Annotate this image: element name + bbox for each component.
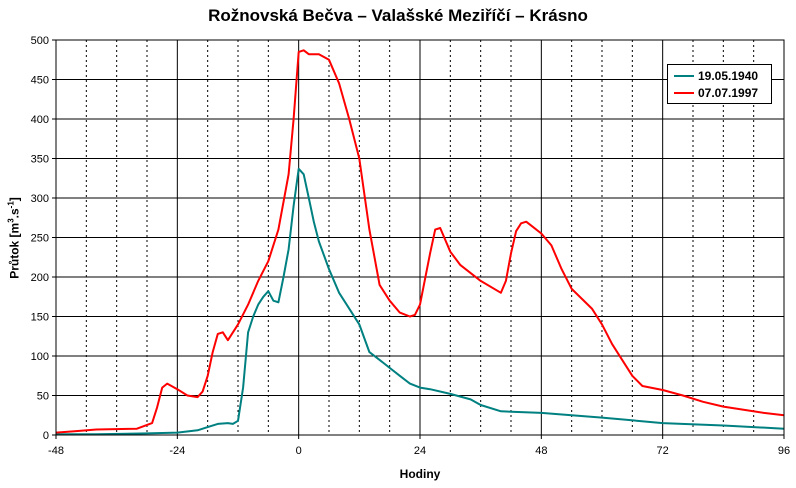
x-tick-label: -48 xyxy=(48,445,64,457)
y-tick-label: 450 xyxy=(31,75,49,87)
legend: 19.05.1940 07.07.1997 xyxy=(667,64,772,104)
series-line-0 xyxy=(56,167,785,436)
x-tick-label: -24 xyxy=(169,445,185,457)
x-tick-label: 72 xyxy=(657,445,669,457)
legend-item-1997: 07.07.1997 xyxy=(674,85,758,101)
y-tick-label: 500 xyxy=(31,35,49,47)
x-axis-label: Hodiny xyxy=(399,467,441,481)
series-layer xyxy=(55,49,785,436)
y-tick-label: 150 xyxy=(31,312,49,324)
y-axis-label: Průtok [m3.s-1] xyxy=(6,197,22,279)
chart-title: Rožnovská Bečva – Valašské Meziříčí – Kr… xyxy=(208,6,588,25)
axes xyxy=(52,39,785,439)
y-tick-label: 50 xyxy=(37,391,49,403)
tick-labels: 0 50 100 150 200 250 300 350 400 450 500 -48 -24 0 24 4… xyxy=(31,35,790,457)
legend-label-1997: 07.07.1997 xyxy=(698,86,759,100)
legend-label-1940: 19.05.1940 xyxy=(698,69,759,83)
series-line-1 xyxy=(55,49,785,434)
legend-item-1940: 19.05.1940 xyxy=(674,68,758,84)
legend-swatch-1940 xyxy=(674,75,694,77)
x-tick-label: 0 xyxy=(296,445,302,457)
legend-swatch-1997 xyxy=(674,92,694,94)
x-tick-label: 24 xyxy=(414,445,426,457)
y-tick-label: 200 xyxy=(31,272,49,284)
x-tick-label: 48 xyxy=(535,445,547,457)
x-tick-label: 96 xyxy=(778,445,790,457)
y-tick-label: 250 xyxy=(31,233,49,245)
y-tick-label: 100 xyxy=(31,351,49,363)
y-tick-label: 0 xyxy=(43,430,49,442)
y-tick-label: 350 xyxy=(31,154,49,166)
y-tick-label: 300 xyxy=(31,193,49,205)
y-tick-label: 400 xyxy=(31,114,49,126)
